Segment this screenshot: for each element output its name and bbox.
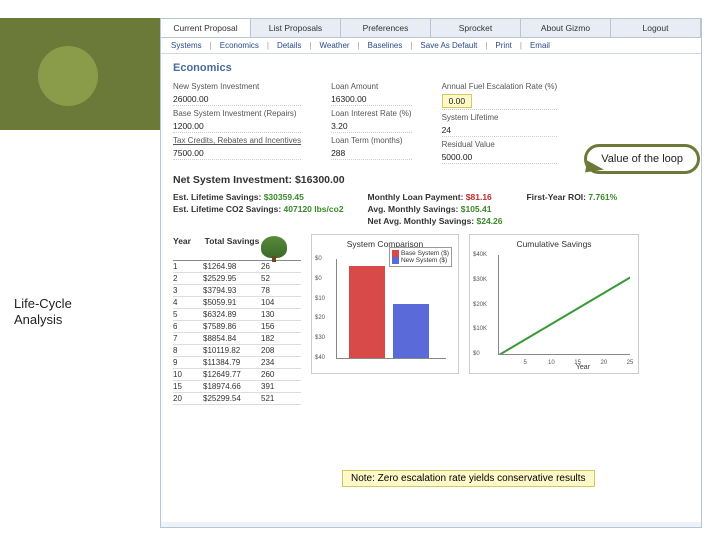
savings-table: Year Total Savings 1$1264.98262$2529.955… [173,234,301,405]
field-label: System Lifetime [442,113,558,122]
field-value[interactable]: 1200.00 [173,121,301,133]
field-label: Base System Investment (Repairs) [173,109,301,118]
field-label: New System Investment [173,82,301,91]
lower-content: Year Total Savings 1$1264.98262$2529.955… [173,234,689,405]
trend-line [499,255,630,354]
section-title: Economics [173,62,689,74]
decorative-sidebar [0,18,160,130]
field-label: Loan Term (months) [331,136,411,145]
table-row: 3$3794.9378 [173,285,301,297]
table-row: 9$11384.79234 [173,357,301,369]
metric-row: Avg. Monthly Savings: $105.41 [368,204,503,214]
table-row: 10$12649.77260 [173,369,301,381]
tab-about-gizmo[interactable]: About Gizmo [521,19,611,37]
life-cycle-analysis-label: Life-Cycle Analysis [14,296,72,327]
subnav-weather[interactable]: Weather [317,41,351,50]
metric-row: Net Avg. Monthly Savings: $24.26 [368,216,503,226]
field-value[interactable]: 24 [442,125,558,137]
plot-area: $40K$30K$20K$10K$0510152025 [498,255,630,355]
table-row: 5$6324.89130 [173,309,301,321]
field-value[interactable]: 7500.00 [173,148,301,160]
chart-title: Cumulative Savings [474,239,634,249]
metric-row: Est. Lifetime Savings: $30359.45 [173,192,344,202]
field-label: Annual Fuel Escalation Rate (%) [442,82,558,91]
table-row: 15$18974.66391 [173,381,301,393]
cumulative-savings-chart: Cumulative Savings $40K$30K$20K$10K$0510… [469,234,639,374]
field-label: Loan Amount [331,82,411,91]
tab-current-proposal[interactable]: Current Proposal [161,19,251,37]
tab-list-proposals[interactable]: List Proposals [251,19,341,37]
app-window: Current ProposalList ProposalsPreference… [160,18,702,528]
x-axis-label: Year [576,364,590,371]
field-label: Loan Interest Rate (%) [331,109,411,118]
metrics-summary: Est. Lifetime Savings: $30359.45 Est. Lif… [173,192,689,226]
table-row: 1$1264.9826 [173,261,301,273]
tab-preferences[interactable]: Preferences [341,19,431,37]
subnav-economics[interactable]: Economics [218,41,261,50]
table-row: 20$25299.54521 [173,393,301,405]
table-row: 4$5059.91104 [173,297,301,309]
bar [393,304,429,358]
field-value[interactable]: 16300.00 [331,94,411,106]
tree-icon [261,236,287,258]
field-value[interactable]: 26000.00 [173,94,301,106]
field-value[interactable]: 3.20 [331,121,411,133]
tab-sprocket[interactable]: Sprocket [431,19,521,37]
field-label: Residual Value [442,140,558,149]
table-header: Year Total Savings [173,234,301,261]
field-value[interactable]: 5000.00 [442,152,558,164]
metric-row: Monthly Loan Payment: $81.16 [368,192,503,202]
field-value[interactable]: 0.00 [442,94,558,110]
bars-area: $40$30$20$10$0$0 [336,259,446,359]
note-callout: Note: Zero escalation rate yields conser… [342,470,595,487]
table-row: 2$2529.9552 [173,273,301,285]
content-area: Economics New System Investment 26000.00 B… [161,54,701,522]
subnav-baselines[interactable]: Baselines [366,41,405,50]
decorative-circle [38,46,98,106]
secondary-nav: Systems|Economics|Details|Weather|Baseli… [161,38,701,54]
subnav-details[interactable]: Details [275,41,303,50]
system-comparison-chart: System Comparison Base System ($)New Sys… [311,234,459,374]
subnav-save-as-default[interactable]: Save As Default [418,41,479,50]
metric-row: Est. Lifetime CO2 Savings: 407120 lbs/co… [173,204,344,214]
table-row: 6$7589.86156 [173,321,301,333]
table-row: 7$8854.84182 [173,333,301,345]
primary-tabs: Current ProposalList ProposalsPreference… [161,19,701,38]
subnav-print[interactable]: Print [493,41,513,50]
field-label[interactable]: Tax Credits, Rebates and Incentives [173,136,301,145]
field-value[interactable]: 288 [331,148,411,160]
subnav-email[interactable]: Email [528,41,552,50]
table-row: 8$10119.82208 [173,345,301,357]
subnav-systems[interactable]: Systems [169,41,204,50]
tab-logout[interactable]: Logout [611,19,701,37]
bar [349,266,385,358]
metric-row: First-Year ROI: 7.761% [526,192,617,202]
net-system-investment: Net System Investment: $16300.00 [173,174,689,186]
